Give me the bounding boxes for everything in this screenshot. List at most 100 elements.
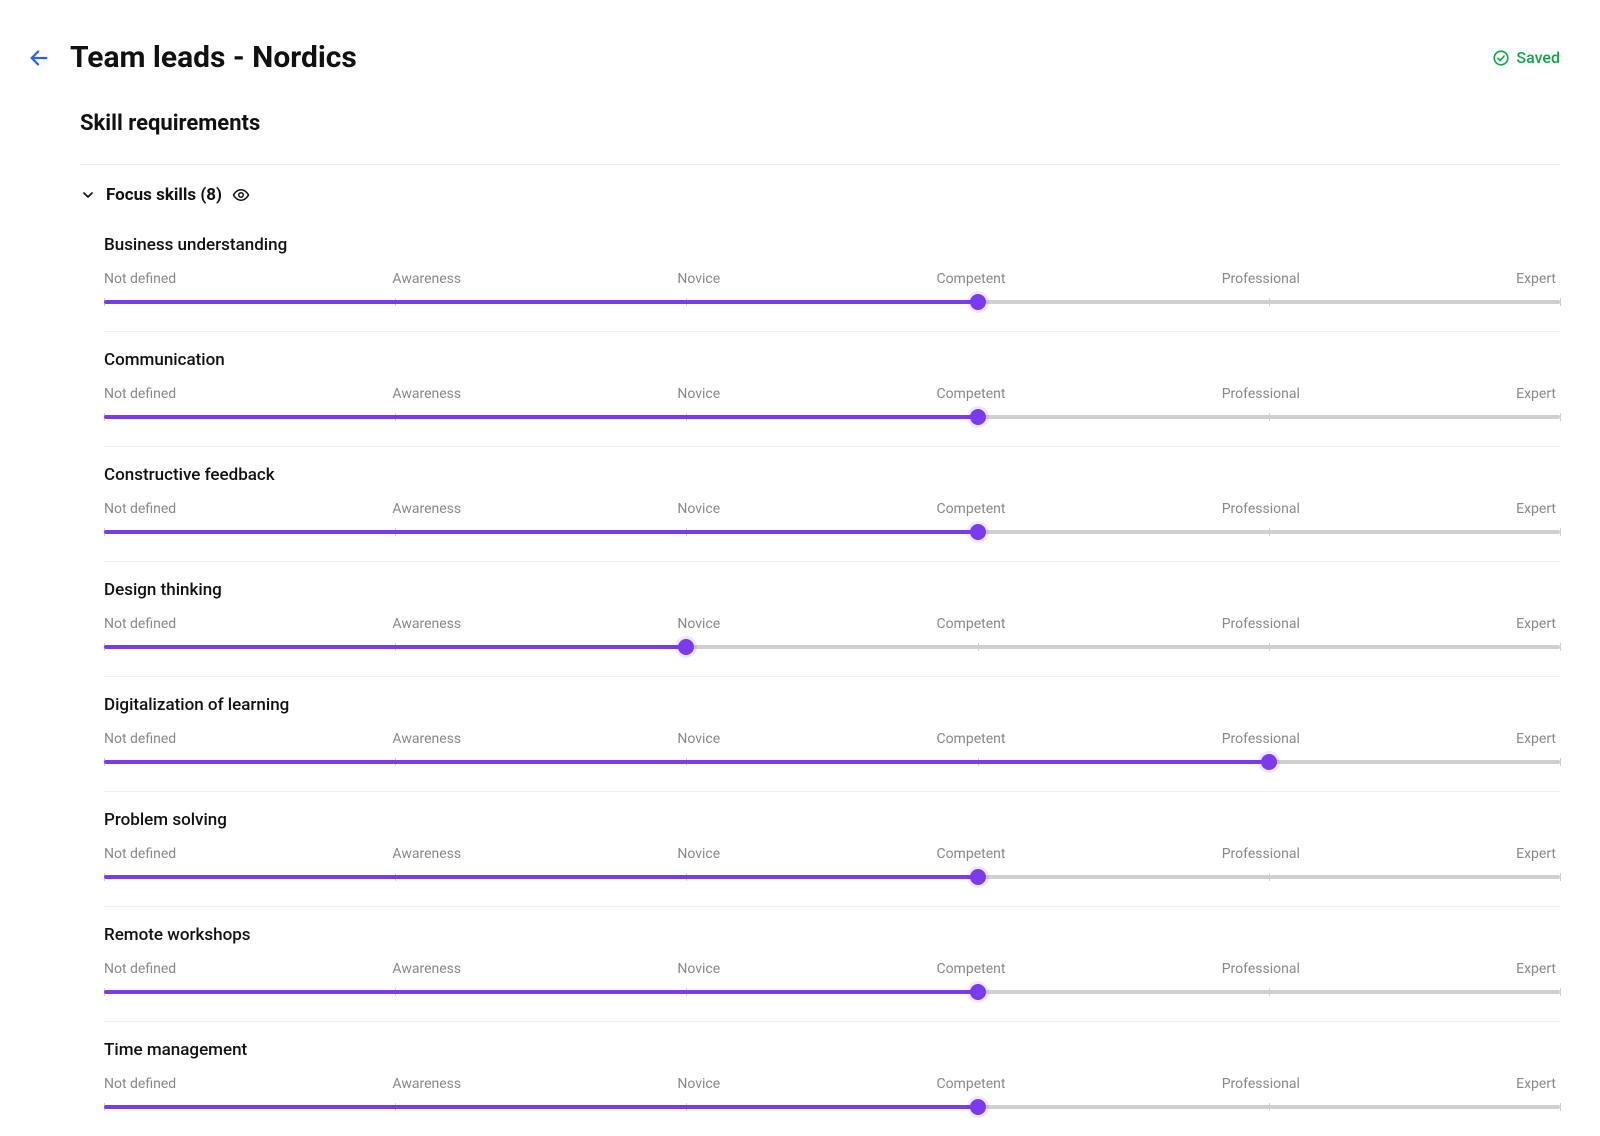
level-label: Expert	[1516, 1076, 1556, 1092]
skill-name: Communication	[104, 350, 1560, 370]
skill-row: Digitalization of learningNot definedAwa…	[104, 677, 1560, 792]
skill-row: Design thinking Not defined Awareness Novic…	[104, 562, 1560, 677]
level-label: Expert	[1516, 271, 1556, 287]
arrow-left-icon	[28, 47, 50, 69]
saved-badge: Saved	[1492, 48, 1560, 67]
chevron-down-icon	[80, 187, 96, 203]
slider-tick	[1269, 873, 1270, 881]
level-label: Competent	[936, 961, 1005, 977]
skill-name: Problem solving	[104, 810, 1560, 830]
level-label: Professional	[1222, 1076, 1300, 1092]
level-label: Professional	[1222, 731, 1300, 747]
level-label: Professional	[1222, 846, 1300, 862]
page-header: Team leads - Nordics Saved	[28, 40, 1560, 75]
slider-fill	[104, 530, 978, 534]
skill-row: Remote workshopsNot definedAwarenessNovi…	[104, 907, 1560, 1022]
page-title: Team leads - Nordics	[70, 40, 357, 75]
slider-thumb[interactable]	[970, 984, 986, 1000]
level-label: Professional	[1222, 501, 1300, 517]
level-label: Competent	[936, 386, 1005, 402]
level-label: Awareness	[392, 271, 461, 287]
level-label: Awareness	[392, 616, 461, 632]
level-labels: Not definedAwarenessNoviceCompetentProfe…	[104, 846, 1560, 862]
level-label: Not defined	[104, 1076, 176, 1092]
level-label: Competent	[936, 501, 1005, 517]
skill-slider[interactable]	[104, 870, 1560, 884]
skill-name: Constructive feedback	[104, 465, 1560, 485]
skill-slider[interactable]	[104, 755, 1560, 769]
slider-tick	[1269, 988, 1270, 996]
group-title: Focus skills (8)	[106, 185, 222, 205]
slider-tick	[1269, 298, 1270, 306]
level-label: Expert	[1516, 616, 1556, 632]
slider-tick	[978, 643, 979, 651]
level-label: Awareness	[392, 386, 461, 402]
slider-fill	[104, 760, 1269, 764]
level-label: Novice	[677, 616, 720, 632]
slider-fill	[104, 300, 978, 304]
level-label: Competent	[936, 616, 1005, 632]
level-labels: Not definedAwarenessNoviceCompetentProfe…	[104, 731, 1560, 747]
skill-row: Business understandingNot definedAwarene…	[104, 217, 1560, 332]
skill-slider[interactable]	[104, 525, 1560, 539]
skill-name: Time management	[104, 1040, 1560, 1060]
check-circle-icon	[1492, 49, 1510, 67]
header-left: Team leads - Nordics	[28, 40, 357, 75]
slider-tick	[1560, 1103, 1561, 1111]
slider-tick	[1269, 528, 1270, 536]
level-label: Novice	[677, 271, 720, 287]
level-label: Expert	[1516, 846, 1556, 862]
slider-tick	[1560, 298, 1561, 306]
skill-row: Time management Not defined Awareness Novic…	[104, 1022, 1560, 1136]
skill-slider[interactable]	[104, 295, 1560, 309]
level-label: Expert	[1516, 386, 1556, 402]
slider-tick	[1560, 413, 1561, 421]
level-labels: Not definedAwarenessNoviceCompetentProfe…	[104, 501, 1560, 517]
skill-slider[interactable]	[104, 985, 1560, 999]
slider-thumb[interactable]	[970, 869, 986, 885]
slider-tick	[1560, 643, 1561, 651]
level-label: Not defined	[104, 616, 176, 632]
back-button[interactable]	[28, 47, 50, 69]
skill-row: Problem solving Not definedAwarenessNovic…	[104, 792, 1560, 907]
slider-thumb[interactable]	[1261, 754, 1277, 770]
slider-fill	[104, 415, 978, 419]
level-label: Awareness	[392, 1076, 461, 1092]
level-labels: Not defined Awareness Novice Competent Profe…	[104, 386, 1560, 402]
level-label: Competent	[936, 271, 1005, 287]
slider-tick	[1269, 643, 1270, 651]
level-labels: Not definedAwarenessNoviceCompetentProfe…	[104, 616, 1560, 632]
level-label: Competent	[936, 731, 1005, 747]
level-labels: Not definedAwarenessNoviceCompetentProfe…	[104, 1076, 1560, 1092]
level-label: Professional	[1222, 386, 1300, 402]
slider-thumb[interactable]	[970, 524, 986, 540]
slider-tick	[1269, 1103, 1270, 1111]
level-label: Expert	[1516, 961, 1556, 977]
slider-tick	[1560, 758, 1561, 766]
level-label: Not defined	[104, 846, 176, 862]
slider-thumb[interactable]	[678, 639, 694, 655]
level-labels: Not definedAwarenessNoviceCompetentProfe…	[104, 961, 1560, 977]
slider-fill	[104, 1105, 978, 1109]
slider-thumb[interactable]	[970, 294, 986, 310]
level-label: Not defined	[104, 386, 176, 402]
section-divider	[80, 164, 1560, 165]
level-label: Awareness	[392, 961, 461, 977]
level-label: Novice	[677, 501, 720, 517]
skills-list: Business understanding Not defined Awarene…	[104, 217, 1560, 1136]
slider-thumb[interactable]	[970, 1099, 986, 1115]
skill-slider[interactable]	[104, 1100, 1560, 1114]
level-label: Novice	[677, 846, 720, 862]
slider-tick	[1560, 528, 1561, 536]
slider-fill	[104, 645, 686, 649]
slider-thumb[interactable]	[970, 409, 986, 425]
skill-row: Constructive feedbackNot definedAwarenes…	[104, 447, 1560, 562]
skill-name: Business understanding	[104, 235, 1560, 255]
level-label: Novice	[677, 386, 720, 402]
skill-slider[interactable]	[104, 410, 1560, 424]
group-header[interactable]: Focus skills (8)	[80, 185, 1560, 205]
skill-slider[interactable]	[104, 640, 1560, 654]
level-label: Novice	[677, 1076, 720, 1092]
saved-label: Saved	[1516, 48, 1560, 67]
skill-name: Design thinking	[104, 580, 1560, 600]
